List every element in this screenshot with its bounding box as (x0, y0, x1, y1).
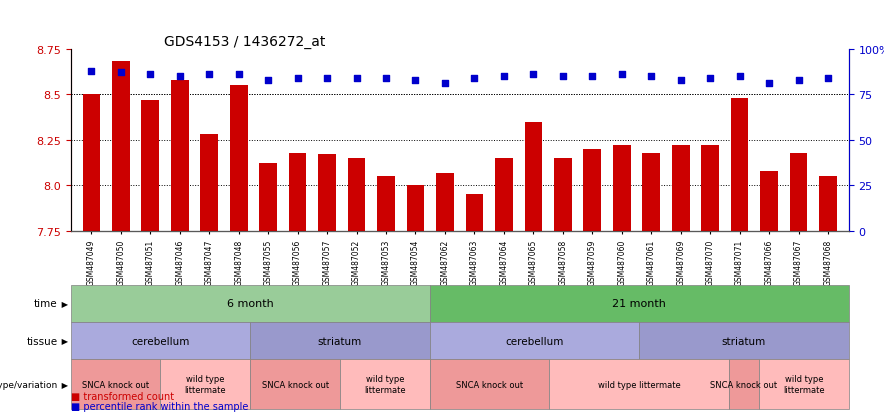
Text: striatum: striatum (318, 336, 362, 346)
Bar (82, 95, 100, 231)
Text: ▶: ▶ (59, 299, 68, 308)
Point (497, 74, 511, 80)
Text: time: time (34, 299, 57, 309)
Point (585, 74, 599, 80)
Text: 21 month: 21 month (613, 299, 667, 309)
Point (468, 75, 482, 82)
Point (143, 72, 157, 78)
Point (84, 68, 98, 75)
Point (408, 77, 423, 84)
Point (674, 77, 688, 84)
Text: cerebellum: cerebellum (506, 336, 564, 346)
Bar (436, 173, 453, 231)
Point (320, 75, 334, 82)
Bar (289, 153, 307, 231)
Text: GDS4153 / 1436272_at: GDS4153 / 1436272_at (164, 35, 325, 49)
Bar (731, 99, 749, 231)
Point (791, 77, 805, 84)
Bar (672, 146, 690, 231)
Point (379, 75, 393, 82)
Text: SNCA knock out: SNCA knock out (456, 380, 523, 389)
Text: tissue: tissue (27, 336, 57, 346)
Text: ▶: ▶ (59, 380, 68, 389)
Text: wild type littermate: wild type littermate (598, 380, 681, 389)
Bar (230, 86, 248, 231)
Bar (554, 159, 572, 231)
Bar (407, 186, 424, 231)
Bar (318, 155, 336, 231)
Point (821, 75, 835, 82)
Point (703, 75, 717, 82)
Bar (643, 153, 660, 231)
Bar (613, 146, 630, 231)
Bar (819, 177, 837, 231)
Bar (789, 153, 807, 231)
Point (291, 75, 305, 82)
Point (438, 81, 452, 88)
Bar (112, 62, 130, 231)
Point (172, 74, 187, 80)
Text: ■ percentile rank within the sample: ■ percentile rank within the sample (71, 401, 248, 411)
Point (349, 75, 363, 82)
Point (733, 74, 747, 80)
Bar (347, 159, 365, 231)
Text: wild type
littermate: wild type littermate (364, 375, 406, 394)
Bar (259, 164, 277, 231)
Text: SNCA knock out: SNCA knock out (711, 380, 778, 389)
Text: cerebellum: cerebellum (132, 336, 190, 346)
Point (114, 70, 128, 76)
Bar (524, 122, 542, 231)
Bar (760, 171, 778, 231)
Bar (141, 100, 159, 231)
Text: wild type
littermate: wild type littermate (185, 375, 226, 394)
Bar (201, 135, 218, 231)
Text: wild type
littermate: wild type littermate (783, 375, 825, 394)
Bar (583, 150, 601, 231)
Bar (701, 146, 719, 231)
Text: SNCA knock out: SNCA knock out (262, 380, 329, 389)
Point (202, 72, 217, 78)
Bar (171, 81, 188, 231)
Text: genotype/variation: genotype/variation (0, 380, 57, 389)
Point (762, 81, 776, 88)
Point (232, 72, 246, 78)
Text: ▶: ▶ (59, 336, 68, 345)
Text: 6 month: 6 month (227, 299, 274, 309)
Bar (466, 195, 484, 231)
Point (526, 72, 540, 78)
Point (261, 77, 275, 84)
Text: SNCA knock out: SNCA knock out (82, 380, 149, 389)
Point (614, 72, 629, 78)
Text: striatum: striatum (722, 336, 766, 346)
Bar (377, 177, 395, 231)
Text: ■ transformed count: ■ transformed count (71, 391, 174, 401)
Point (556, 74, 570, 80)
Bar (495, 159, 513, 231)
Point (644, 74, 659, 80)
